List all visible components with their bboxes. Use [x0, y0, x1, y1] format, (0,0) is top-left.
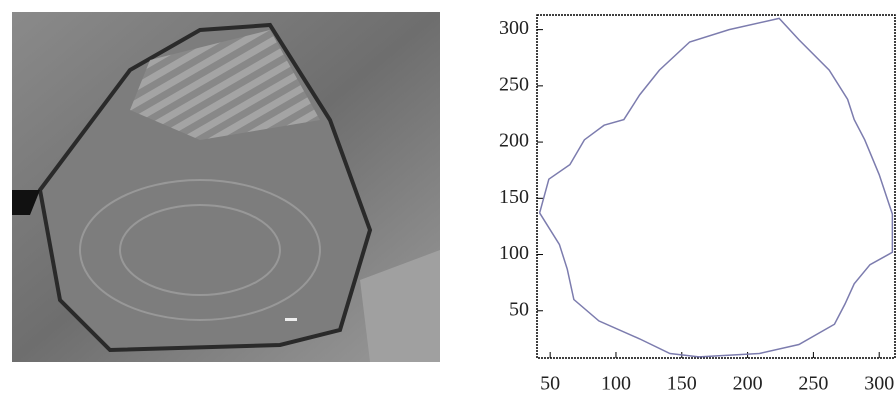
micrograph — [12, 12, 440, 362]
plot-frame — [537, 15, 895, 358]
y-tick-label: 300 — [499, 17, 529, 39]
figure: 50 100 150 200 250 300 50 100 150 200 250 300 — [0, 0, 896, 406]
x-tick-label: 200 — [733, 373, 763, 395]
page: {"chart_data": {"type": "line", "x": [42… — [0, 0, 896, 406]
y-tick-label: 100 — [499, 242, 529, 264]
y-tick-label: 150 — [499, 186, 529, 208]
x-tick-label: 300 — [864, 373, 894, 395]
x-tick-label: 100 — [601, 373, 631, 395]
y-tick-label: 250 — [499, 73, 529, 95]
x-tick-label: 150 — [667, 373, 697, 395]
y-tick-label: 200 — [499, 130, 529, 152]
x-tick-label: 50 — [540, 373, 560, 395]
y-tick-label: 50 — [509, 298, 529, 320]
x-tick-label: 250 — [798, 373, 828, 395]
